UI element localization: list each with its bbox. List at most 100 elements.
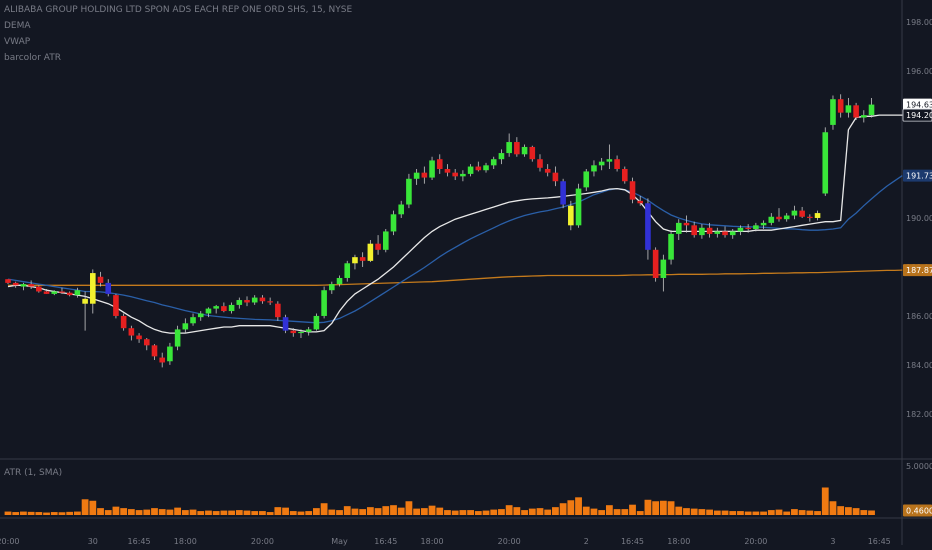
atr-bar [151,508,158,515]
atr-bar [66,511,74,515]
atr-bar [582,506,590,515]
atr-bar [397,507,405,515]
atr-bar [713,510,721,515]
atr-bar [490,509,498,515]
legend-indicator-vwap[interactable]: VWAP [4,37,31,47]
atr-bar [112,506,120,515]
price-label: 194.63 [906,101,932,110]
candle-body [20,284,27,287]
candle-body [552,172,559,182]
atr-bar [775,509,783,515]
atr-bar [4,511,12,515]
candle-body [668,233,674,260]
atr-bar [698,509,706,515]
atr-bar [690,508,698,515]
atr-legend[interactable]: ATR (1, SMA) [4,468,63,478]
atr-bar [729,511,737,515]
legend-symbol[interactable]: ALIBABA GROUP HOLDING LTD SPON ADS EACH … [4,5,353,15]
atr-bar [744,511,752,515]
candle-body [120,315,127,329]
atr-label: 5.0000 [906,462,932,471]
atr-bar [12,512,20,515]
atr-bar [860,510,868,515]
candle-body [136,335,142,340]
candle-body [82,298,88,304]
legend-indicator-dema[interactable]: DEMA [4,21,31,31]
atr-bar [760,511,767,515]
candle-body [329,284,335,291]
atr-bar [359,509,367,515]
candle-body [267,301,273,303]
candle-body [467,166,474,174]
atr-bar [251,511,259,515]
atr-bar [605,505,613,515]
atr-bar [590,508,598,515]
time-tick-label: 30 [88,537,98,546]
candle-body [251,297,258,303]
candle-body [652,249,659,278]
atr-bar [598,510,606,515]
atr-bar [282,507,289,515]
atr-bar [50,512,58,515]
candle-body [675,222,682,234]
time-tick-label: 16:45 [128,537,151,546]
atr-bar [436,507,444,515]
atr-bar [428,505,436,515]
candle-body [753,225,759,229]
atr-bar [351,508,359,515]
candle-body [799,210,805,217]
candle-body [861,115,867,118]
candle-body [406,178,412,205]
candle-body [444,168,451,173]
atr-bar [706,509,714,515]
atr-bar [382,506,390,515]
candle-body [768,216,775,223]
candle-body [313,315,320,330]
candle-body [429,160,435,178]
candle-body [275,303,281,318]
candle-body [591,165,597,172]
atr-bar [559,503,567,515]
candle-body [151,345,158,357]
candle-body [398,204,405,215]
time-tick-label: 20:00 [744,537,767,546]
candle-body [236,300,243,305]
atr-bar [243,510,251,515]
candle-body [606,159,613,162]
candle-body [344,263,351,278]
candle-body [529,146,536,160]
price-tick-label: 182.00 [906,410,932,419]
atr-bar [228,510,235,515]
candle-body [51,291,58,294]
atr-bar [613,509,621,515]
price-label: 191.73 [906,172,932,181]
legend-indicator-barcolor[interactable]: barcolor ATR [4,53,61,63]
candle-body [305,329,312,332]
atr-bar [35,512,43,515]
candle-body [645,203,651,250]
candle-body [622,168,628,182]
candle-body [783,215,790,220]
candle-body [760,222,767,226]
candle-body [298,331,304,334]
candle-body [814,213,821,218]
candle-body [683,222,690,226]
atr-bar [343,506,351,515]
atr-bar [313,508,320,515]
atr-bar [567,500,575,515]
price-label-bg [903,264,932,277]
candle-body [776,216,782,220]
candle-body [90,273,96,304]
atr-bar [374,508,382,515]
candle-body [113,295,119,316]
atr-bar [189,509,197,515]
time-tick-label: 20:00 [498,537,521,546]
dema-line [7,114,903,334]
vwap-line [7,175,903,324]
atr-bar [166,509,174,515]
ma-line [8,269,903,286]
atr-bar [752,511,760,515]
candle-body [498,153,505,160]
